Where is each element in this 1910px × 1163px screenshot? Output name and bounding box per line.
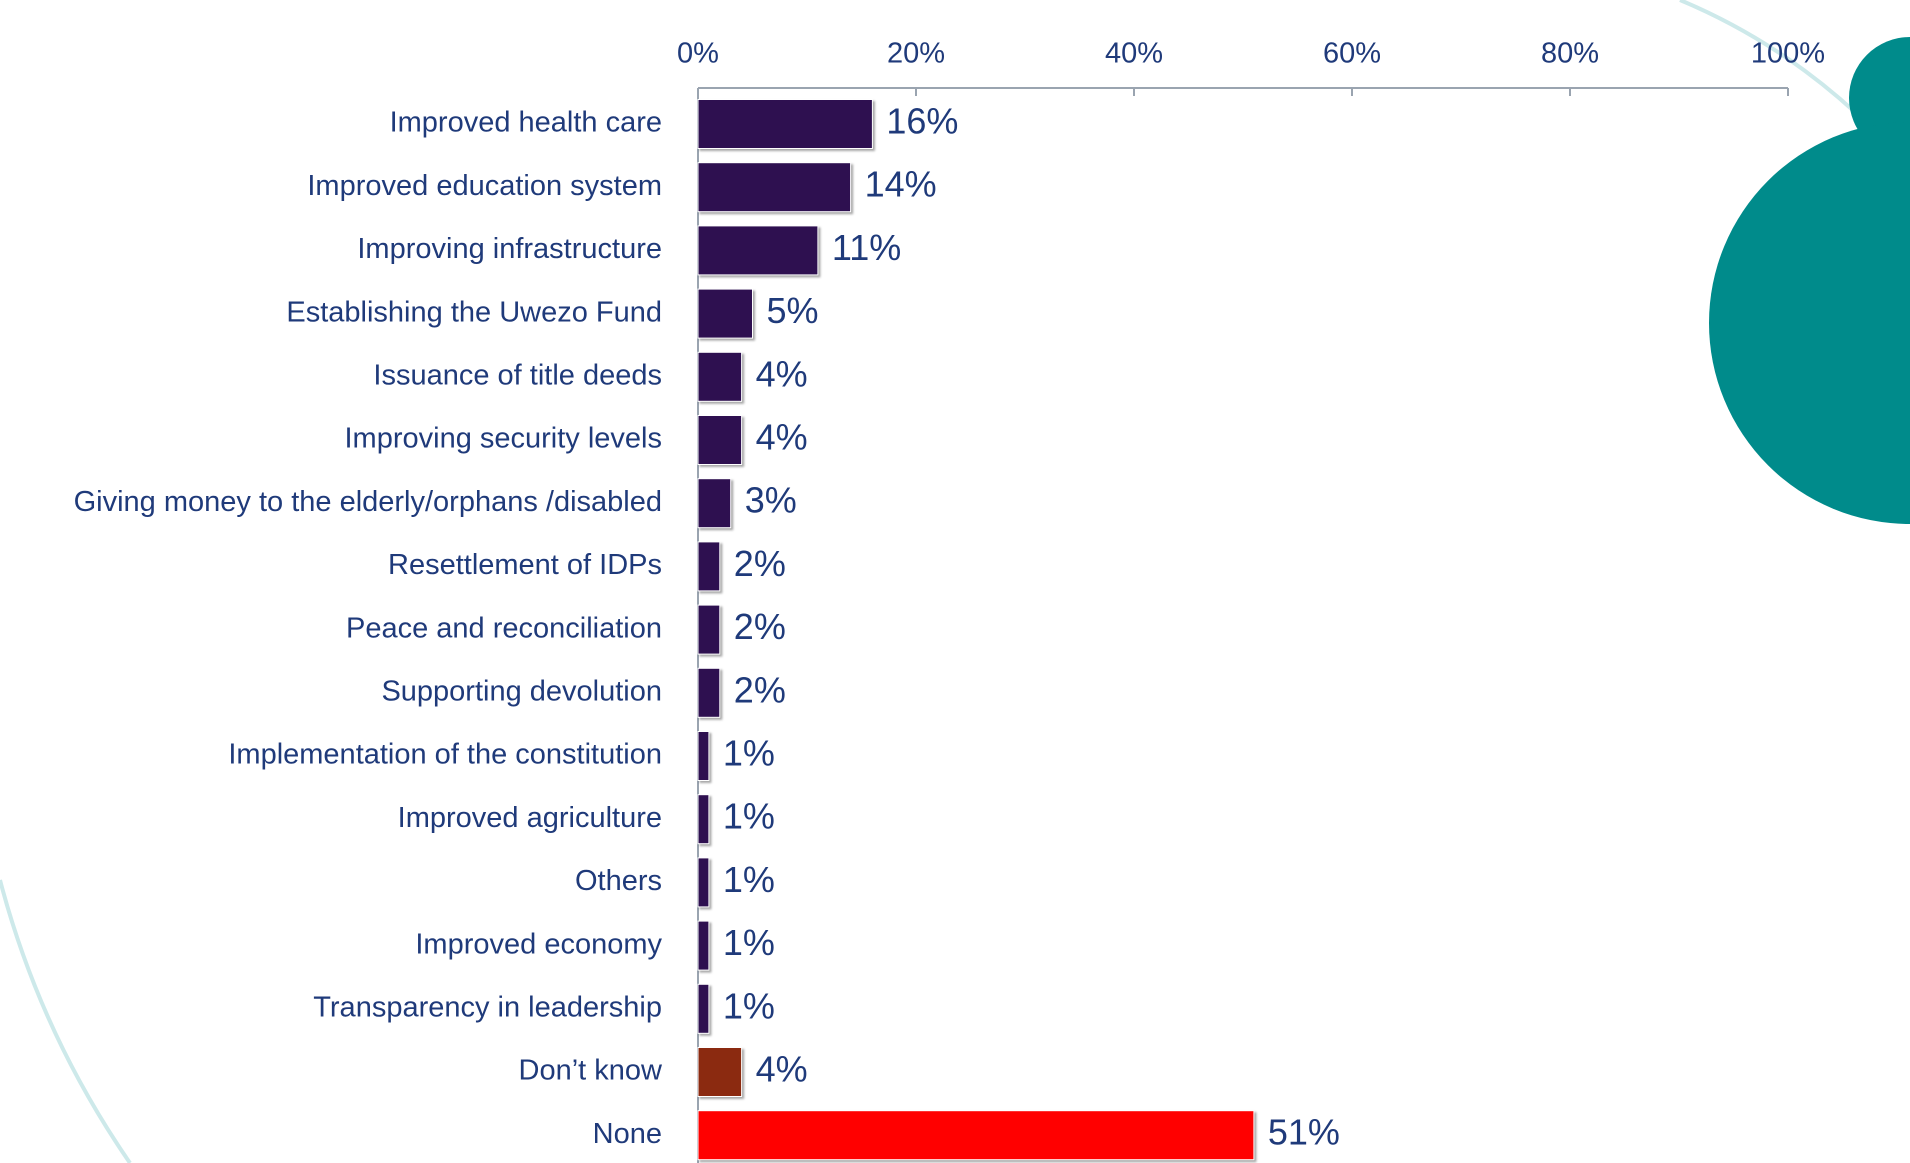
value-label: 1%: [723, 733, 775, 774]
bar: [697, 604, 721, 655]
decor-circle: [1709, 122, 1910, 524]
category-label: Peace and reconciliation: [346, 612, 662, 644]
category-label: Resettlement of IDPs: [388, 549, 662, 581]
value-label: 14%: [865, 164, 937, 205]
value-label: 11%: [832, 227, 901, 268]
category-label: Improved agriculture: [398, 802, 662, 834]
bar: [697, 478, 732, 529]
x-tick-label: 0%: [677, 38, 719, 70]
value-label: 16%: [886, 101, 958, 142]
value-label: 1%: [723, 922, 775, 963]
value-label: 1%: [723, 985, 775, 1026]
value-label: 5%: [767, 290, 819, 331]
bar: [697, 225, 819, 276]
bar: [697, 731, 710, 781]
bar: [697, 857, 710, 908]
bar: [697, 288, 753, 339]
bar: [697, 794, 710, 845]
category-label: Others: [575, 865, 662, 897]
value-label: 1%: [723, 859, 775, 900]
category-label: Improved health care: [390, 107, 662, 139]
bar: [697, 983, 710, 1034]
bar: [697, 415, 743, 465]
category-label: Improving infrastructure: [357, 233, 662, 265]
value-label: 2%: [734, 606, 786, 647]
category-label: Don’t know: [519, 1055, 664, 1087]
category-label: Transparency in leadership: [313, 991, 662, 1023]
x-tick-label: 100%: [1751, 38, 1825, 70]
category-label: None: [593, 1118, 662, 1150]
bar: [697, 541, 721, 592]
value-label: 3%: [745, 480, 797, 521]
x-tick-label: 60%: [1323, 38, 1381, 70]
bar: [697, 162, 852, 213]
x-tick-label: 80%: [1541, 38, 1599, 70]
category-label: Giving money to the elderly/orphans /dis…: [74, 486, 662, 518]
value-label: 2%: [734, 669, 786, 710]
bar: [697, 667, 721, 718]
value-label: 51%: [1268, 1112, 1340, 1153]
x-tick-label: 40%: [1105, 38, 1163, 70]
value-label: 4%: [756, 417, 808, 458]
bar: [697, 1047, 743, 1097]
bar: [697, 99, 873, 149]
category-label: Improving security levels: [345, 423, 663, 455]
bar: [697, 920, 710, 971]
value-label: 4%: [756, 1049, 808, 1090]
bar: [697, 351, 743, 402]
category-label: Implementation of the constitution: [228, 739, 662, 771]
category-label: Supporting devolution: [381, 675, 662, 707]
value-label: 4%: [756, 353, 808, 394]
decor-arc: [0, 879, 132, 1163]
x-tick-label: 20%: [887, 38, 945, 70]
value-label: 1%: [723, 796, 775, 837]
category-label: Improved economy: [415, 928, 662, 960]
value-label: 2%: [734, 543, 786, 584]
category-label: Issuance of title deeds: [373, 359, 662, 391]
category-label: Establishing the Uwezo Fund: [286, 296, 662, 328]
category-label: Improved education system: [307, 170, 662, 202]
bar: [697, 1110, 1255, 1161]
